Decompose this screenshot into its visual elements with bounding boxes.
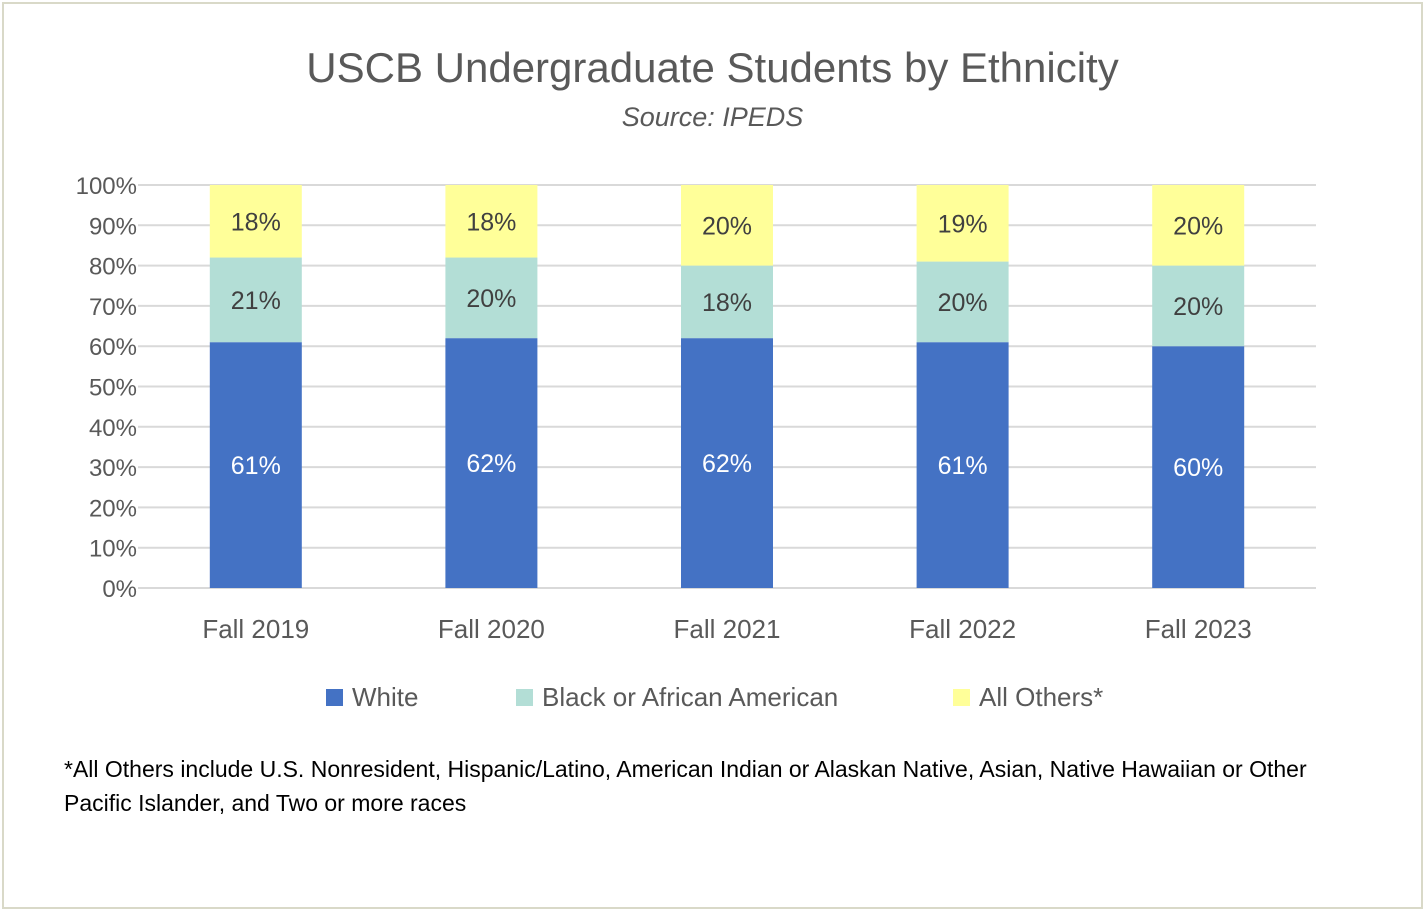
legend-swatch-others [953, 689, 970, 706]
y-tick-label: 100% [76, 173, 137, 200]
legend: White Black or African American All Othe… [0, 682, 1425, 716]
bars [209, 185, 1245, 588]
bar-data-label: 20% [466, 285, 516, 313]
bar-data-label: 60% [1173, 454, 1223, 482]
bar-segment [1152, 265, 1245, 347]
bar-segment [681, 185, 773, 266]
bar-data-label: 18% [466, 208, 516, 236]
bar-segment [209, 185, 302, 258]
bar-segment [1152, 346, 1245, 588]
bar-segment [681, 265, 773, 339]
bar-segment [445, 257, 538, 339]
bar-segment [916, 261, 1009, 343]
legend-item-black: Black or African American [516, 682, 838, 713]
y-tick-label: 20% [89, 495, 137, 522]
bar-data-label: 20% [702, 212, 752, 240]
y-tick-label: 0% [102, 576, 137, 603]
legend-label-white: White [352, 682, 419, 712]
chart-title: USCB Undergraduate Students by Ethnicity [306, 44, 1119, 91]
bar-data-label: 19% [938, 210, 988, 238]
y-tick-label: 80% [89, 254, 137, 281]
bar-data-label: 20% [1173, 293, 1223, 321]
bar-data-label: 20% [938, 289, 988, 317]
bar-segment [209, 342, 302, 588]
x-axis-tick-labels: Fall 2019 Fall 2020 Fall 2021 Fall 2022 Fall… [202, 614, 1251, 644]
bar-data-label: 18% [702, 289, 752, 317]
y-tick-label: 70% [89, 294, 137, 321]
y-axis-tick-labels: 0% 10% 20% 30% 40% 50% 60% 70% 80% 90% 100% [76, 173, 137, 603]
x-tick-label: Fall 2022 [909, 614, 1016, 644]
bar-data-label: 62% [466, 450, 516, 478]
bar-data-label: 21% [231, 287, 281, 315]
y-tick-label: 60% [89, 334, 137, 361]
y-tick-label: 90% [89, 213, 137, 240]
legend-item-others: All Others* [953, 682, 1103, 713]
legend-swatch-black [516, 689, 533, 706]
y-tick-label: 50% [89, 375, 137, 402]
x-tick-label: Fall 2021 [674, 614, 781, 644]
bar-data-label: 61% [231, 452, 281, 480]
bar-data-label: 20% [1173, 212, 1223, 240]
y-tick-label: 40% [89, 415, 137, 442]
bar-segment [916, 342, 1009, 588]
bar-segment [209, 257, 302, 343]
legend-label-others: All Others* [979, 682, 1104, 712]
bar-data-label: 18% [231, 208, 281, 236]
bar-data-label: 62% [702, 450, 752, 478]
bar-segment [681, 338, 773, 588]
data-labels: 61% 21% 18% 62% 20% 18% 62% 18% 20% 61% 20% 19% 60% 2… [231, 208, 1223, 482]
footnote: *All Others include U.S. Nonresident, Hi… [64, 756, 1307, 816]
x-tick-label: Fall 2020 [438, 614, 545, 644]
legend-swatch-white [326, 689, 343, 706]
y-tick-label: 10% [89, 536, 137, 563]
y-tick-label: 30% [89, 455, 137, 482]
x-tick-label: Fall 2023 [1145, 614, 1252, 644]
bar-segment [445, 185, 538, 258]
legend-item-white: White [326, 682, 418, 713]
bar-data-label: 61% [938, 452, 988, 480]
bar-segment [916, 185, 1009, 262]
chart-subtitle: Source: IPEDS [621, 102, 804, 132]
bar-segment [1152, 185, 1245, 266]
x-tick-label: Fall 2019 [202, 614, 309, 644]
legend-label-black: Black or African American [542, 682, 839, 712]
bar-segment [445, 338, 538, 588]
